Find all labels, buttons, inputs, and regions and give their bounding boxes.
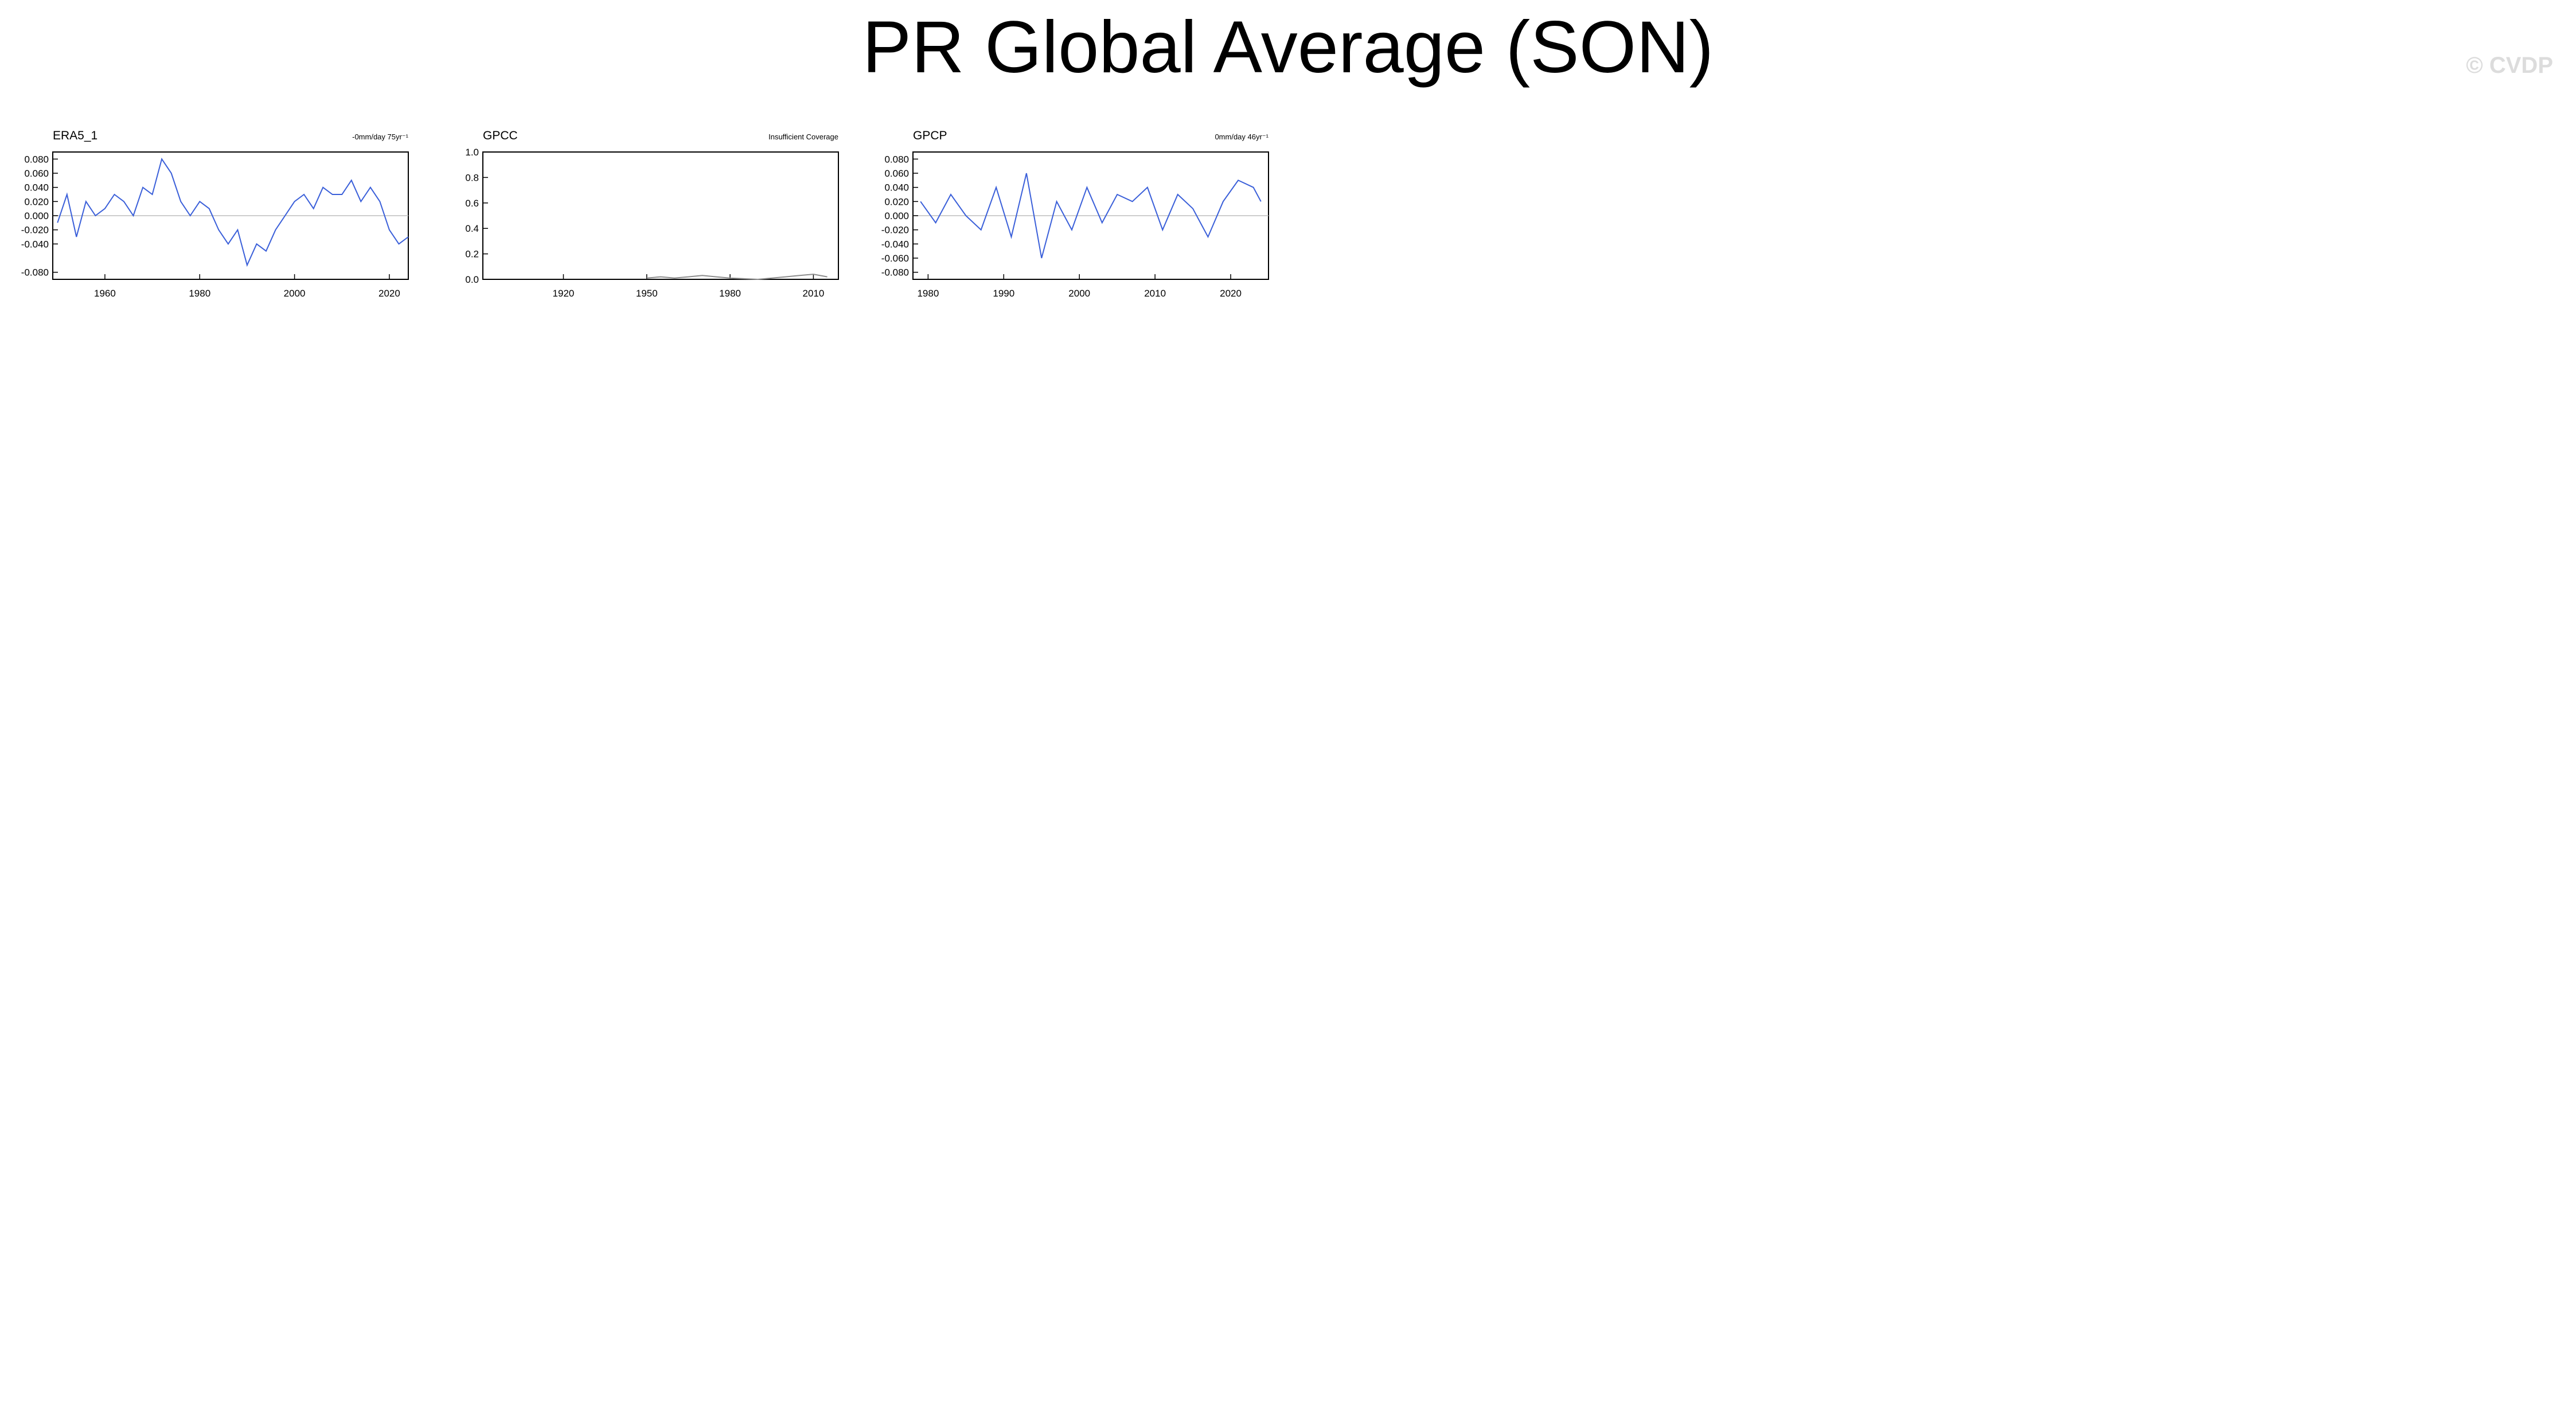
- y-tick-label: 0.080: [884, 154, 909, 165]
- x-tick-label: 2000: [1068, 288, 1090, 299]
- x-tick-label: 1920: [553, 288, 575, 299]
- panel-title: GPCC: [483, 129, 518, 142]
- y-tick-label: 0.2: [465, 249, 479, 260]
- y-tick-label: -0.040: [881, 239, 909, 250]
- series-line: [920, 173, 1262, 259]
- y-tick-label: 0.000: [884, 211, 909, 221]
- y-tick-label: 0.8: [465, 172, 479, 183]
- y-tick-label: 0.000: [24, 211, 49, 221]
- y-tick-label: 0.6: [465, 198, 479, 209]
- x-tick-label: 2020: [1220, 288, 1242, 299]
- x-tick-label: 1960: [94, 288, 116, 299]
- y-tick-label: 0.020: [884, 196, 909, 207]
- y-tick-label: -0.040: [21, 239, 49, 250]
- x-tick-label: 2020: [378, 288, 400, 299]
- panel-title: ERA5_1: [53, 129, 97, 142]
- series-line: [646, 274, 828, 280]
- y-tick-label: 0.060: [884, 168, 909, 179]
- x-tick-label: 2010: [1144, 288, 1166, 299]
- trend-label: 0mm/day 46yr⁻¹: [1215, 132, 1269, 141]
- cvdp-watermark: © CVDP: [2466, 53, 2553, 78]
- y-tick-label: 1.0: [465, 147, 479, 158]
- y-tick-label: 0.040: [884, 182, 909, 193]
- y-tick-label: 0.4: [465, 223, 479, 234]
- trend-label: -0mm/day 75yr⁻¹: [352, 132, 409, 141]
- y-tick-label: 0.020: [24, 196, 49, 207]
- plot-frame: [482, 151, 839, 280]
- y-tick-label: 0.0: [465, 274, 479, 285]
- panel-3: -0.080 -0.060 -0.040 -0.020 0.000 0.020 0.040 0…: [881, 129, 1269, 299]
- y-tick-label: -0.020: [881, 225, 909, 236]
- panel-title: GPCP: [913, 129, 947, 142]
- x-tick-label: 2000: [284, 288, 306, 299]
- x-tick-label: 2010: [802, 288, 824, 299]
- y-tick-label: -0.060: [881, 253, 909, 264]
- y-tick-label: -0.080: [881, 267, 909, 278]
- y-tick-label: 0.080: [24, 154, 49, 165]
- y-tick-label: -0.020: [21, 225, 49, 236]
- y-tick-label: 0.060: [24, 168, 49, 179]
- x-tick-label: 1950: [636, 288, 658, 299]
- panel-2: 0.0 0.2 0.4 0.6 0.8 1.0 1920 1950 1980 2010 GPCC In…: [465, 129, 839, 299]
- y-tick-label: 0.040: [24, 182, 49, 193]
- page-title: PR Global Average (SON): [862, 6, 1714, 88]
- x-tick-label: 1980: [189, 288, 210, 299]
- x-tick-label: 1980: [719, 288, 741, 299]
- panel-1: -0.080 -0.040 -0.020 0.000 0.020 0.040 0.060 0.…: [21, 129, 409, 299]
- series-line: [57, 157, 409, 267]
- y-tick-label: -0.080: [21, 267, 49, 278]
- x-tick-label: 1990: [993, 288, 1014, 299]
- x-tick-label: 1980: [917, 288, 939, 299]
- trend-label: Insufficient Coverage: [768, 132, 838, 141]
